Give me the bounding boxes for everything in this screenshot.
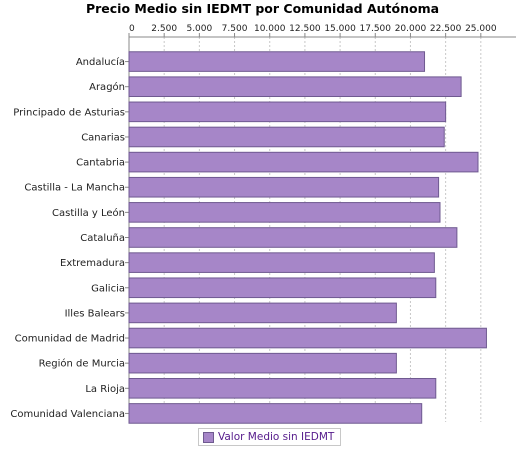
- bar: [128, 227, 458, 248]
- category-label: La Rioja: [85, 384, 125, 395]
- category-label: Canarias: [81, 132, 125, 143]
- x-tick-label: 2.500: [151, 24, 177, 34]
- category-label: Aragón: [89, 81, 125, 93]
- bars: [128, 51, 487, 424]
- legend: Valor Medio sin IEDMT: [198, 428, 342, 446]
- bar: [128, 377, 437, 399]
- bar: [128, 352, 397, 374]
- bar: [128, 176, 440, 198]
- category-label: Galicia: [91, 283, 125, 294]
- category-labels: Andalucía Aragón Principado de Asturias Can…: [10, 56, 125, 420]
- legend-swatch: [203, 431, 214, 443]
- category-label: Illes Balears: [65, 308, 125, 319]
- x-tick-label: 25.000: [465, 24, 497, 34]
- chart-title: Precio Medio sin IEDMT por Comunidad Aut…: [85, 1, 440, 16]
- x-tick-label: 5.000: [186, 24, 212, 34]
- bar: [128, 202, 441, 223]
- category-label: Extremadura: [60, 258, 125, 269]
- legend-label: Valor Medio sin IEDMT: [218, 431, 335, 443]
- bar: [128, 277, 437, 299]
- category-label: Castilla - La Mancha: [24, 183, 125, 194]
- x-tick-label: 7.500: [222, 24, 248, 34]
- bar: [128, 101, 447, 123]
- bar: [128, 51, 426, 72]
- x-tick-label: 22.500: [430, 24, 462, 34]
- bar: [128, 252, 435, 273]
- x-tick-label: 17.500: [360, 24, 392, 34]
- bar: [128, 327, 487, 349]
- bar: [128, 126, 445, 148]
- bar: [128, 302, 397, 324]
- x-tick-label: 15.000: [324, 24, 356, 34]
- x-tick-label: 20.000: [395, 24, 427, 34]
- category-label: Principado de Asturias: [13, 107, 125, 118]
- bar: [128, 151, 479, 173]
- category-label: Cataluña: [80, 233, 125, 244]
- bar: [128, 76, 462, 98]
- x-tick-label: 12.500: [289, 24, 321, 34]
- category-label: Cantabria: [76, 158, 125, 169]
- x-tick-label: 10.000: [254, 24, 286, 34]
- category-label: Castilla y León: [52, 207, 125, 219]
- category-label: Región de Murcia: [39, 358, 125, 370]
- x-tick-label: 0: [129, 24, 135, 34]
- category-label: Comunidad Valenciana: [10, 409, 125, 420]
- axes: 0 2.500 5.000 7.500 10.000 12.500 15.000 17.500…: [125, 24, 516, 422]
- bar: [128, 403, 423, 424]
- category-label: Andalucía: [76, 56, 125, 68]
- category-label: Comunidad de Madrid: [15, 334, 125, 345]
